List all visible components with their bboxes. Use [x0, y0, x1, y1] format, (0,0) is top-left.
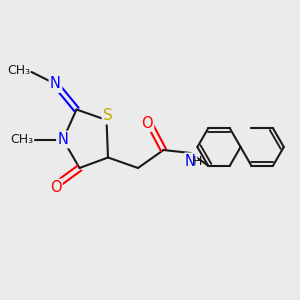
- Text: O: O: [50, 180, 61, 195]
- Text: CH₃: CH₃: [10, 133, 33, 146]
- Text: H: H: [192, 155, 202, 168]
- Text: O: O: [141, 116, 153, 130]
- Text: S: S: [103, 108, 113, 123]
- Text: N: N: [58, 132, 68, 147]
- Text: CH₃: CH₃: [7, 64, 30, 77]
- Text: N: N: [50, 76, 61, 92]
- Text: N: N: [185, 154, 196, 169]
